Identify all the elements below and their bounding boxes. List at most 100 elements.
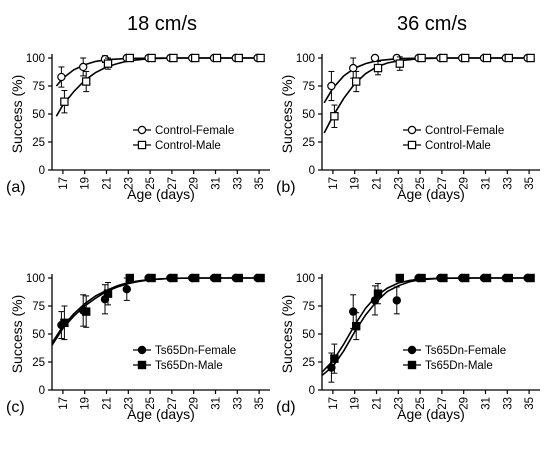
data-point <box>352 321 361 331</box>
panel-label: (d) <box>276 399 296 416</box>
legend-label: Control-Female <box>155 125 234 137</box>
data-point <box>461 53 470 63</box>
y-tick-label: 50 <box>32 329 45 341</box>
x-tick-label: 23 <box>393 177 405 190</box>
x-tick-label: 31 <box>211 397 223 410</box>
y-tick-label: 25 <box>302 137 315 149</box>
column-title-left: 18 cm/s <box>127 13 197 35</box>
x-tick-label: 27 <box>167 397 179 410</box>
x-axis-label: Age (days) <box>397 186 465 202</box>
data-point <box>504 53 514 63</box>
data-point <box>439 53 448 63</box>
x-tick-label: 21 <box>102 397 114 410</box>
data-point <box>370 53 380 63</box>
data-point <box>395 59 405 68</box>
y-tick-label: 0 <box>309 165 315 177</box>
x-tick-label: 27 <box>167 177 179 190</box>
data-point <box>526 273 535 283</box>
legend-marker <box>407 140 417 150</box>
data-point <box>373 289 383 298</box>
data-point <box>125 273 134 283</box>
data-point <box>482 53 492 63</box>
data-point <box>125 53 134 63</box>
data-point <box>526 53 535 63</box>
x-tick-label: 21 <box>372 177 384 190</box>
data-point <box>256 273 265 283</box>
panel-a: 0 25 50 75 100 17 19 21 23 25 27 29 31 33 35 Age (days)… <box>6 53 270 202</box>
x-tick-label: 17 <box>58 177 70 190</box>
x-tick-label: 35 <box>524 177 536 190</box>
x-tick-label: 23 <box>123 397 135 410</box>
y-tick-label: 25 <box>32 357 45 369</box>
y-tick-label: 100 <box>296 53 315 65</box>
data-point <box>191 53 200 63</box>
x-axis-label: Age (days) <box>127 186 195 202</box>
x-axis-label: Age (days) <box>397 406 465 422</box>
x-tick-label: 31 <box>211 177 223 190</box>
x-tick-label: 25 <box>145 177 157 190</box>
data-point <box>169 273 178 283</box>
x-tick-label: 33 <box>232 177 244 190</box>
data-point <box>327 363 336 372</box>
data-point <box>439 273 448 283</box>
y-axis-label: Success (%) <box>9 75 25 154</box>
data-point <box>60 97 69 106</box>
x-tick-label: 25 <box>415 397 427 410</box>
data-point <box>234 53 243 63</box>
x-axis-label: Age (days) <box>127 406 195 422</box>
legend-label: Control-Male <box>425 140 491 152</box>
x-tick-label: 25 <box>415 177 427 190</box>
y-tick-label: 0 <box>309 385 315 397</box>
y-tick-label: 0 <box>39 165 45 177</box>
data-point <box>392 296 401 305</box>
data-point <box>330 354 339 363</box>
x-tick-label: 35 <box>254 177 266 190</box>
y-tick-label: 25 <box>302 357 315 369</box>
y-tick-label: 25 <box>32 137 45 149</box>
data-point <box>81 307 91 316</box>
x-tick-label: 31 <box>481 177 493 190</box>
data-point <box>81 77 91 86</box>
x-tick-label: 27 <box>437 397 449 410</box>
data-point <box>349 63 358 73</box>
legend-marker <box>137 360 147 370</box>
y-axis-label: Success (%) <box>9 295 25 374</box>
x-tick-label: 33 <box>502 397 514 410</box>
panel-label: (c) <box>6 399 25 416</box>
panel-d: 0 25 50 75 100 17 19 21 23 25 27 29 31 33 35 Age (days)… <box>276 273 540 422</box>
data-point <box>103 59 113 68</box>
data-point <box>395 273 405 283</box>
data-point <box>78 62 88 72</box>
data-point <box>417 53 426 63</box>
data-point <box>191 273 200 283</box>
legend-marker <box>407 345 417 355</box>
x-tick-label: 19 <box>80 397 92 410</box>
legend-label: Control-Female <box>425 125 504 137</box>
legend-marker <box>137 140 147 150</box>
legend-label: Ts65Dn-Female <box>425 345 506 357</box>
x-tick-label: 29 <box>459 397 471 410</box>
x-tick-label: 33 <box>232 397 244 410</box>
y-tick-label: 50 <box>302 109 315 121</box>
data-point <box>147 273 156 283</box>
x-tick-label: 35 <box>524 397 536 410</box>
legend-marker <box>137 125 147 135</box>
x-tick-label: 35 <box>254 397 266 410</box>
data-point <box>330 112 339 121</box>
legend-marker <box>407 360 417 370</box>
data-point <box>57 72 66 82</box>
x-tick-label: 17 <box>58 397 70 410</box>
panel-label: (b) <box>276 179 296 196</box>
y-tick-label: 75 <box>32 301 45 313</box>
x-tick-label: 23 <box>123 177 135 190</box>
legend-label: Ts65Dn-Male <box>425 360 493 372</box>
x-tick-label: 17 <box>328 177 340 190</box>
x-tick-label: 29 <box>459 177 471 190</box>
data-point <box>169 53 178 63</box>
legend-label: Ts65Dn-Female <box>155 345 236 357</box>
x-tick-label: 19 <box>350 177 362 190</box>
data-point <box>212 53 222 63</box>
panel-c: 0 25 50 75 100 17 19 21 23 25 27 29 31 33 35 Age (days)… <box>6 273 270 422</box>
y-tick-label: 100 <box>296 273 315 285</box>
